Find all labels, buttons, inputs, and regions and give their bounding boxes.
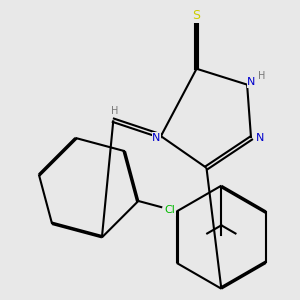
Text: H: H [258, 71, 266, 81]
Text: Cl: Cl [164, 206, 175, 215]
Text: N: N [248, 77, 256, 87]
Text: N: N [152, 133, 160, 142]
Text: H: H [111, 106, 118, 116]
Text: S: S [193, 9, 201, 22]
Text: N: N [256, 133, 264, 143]
